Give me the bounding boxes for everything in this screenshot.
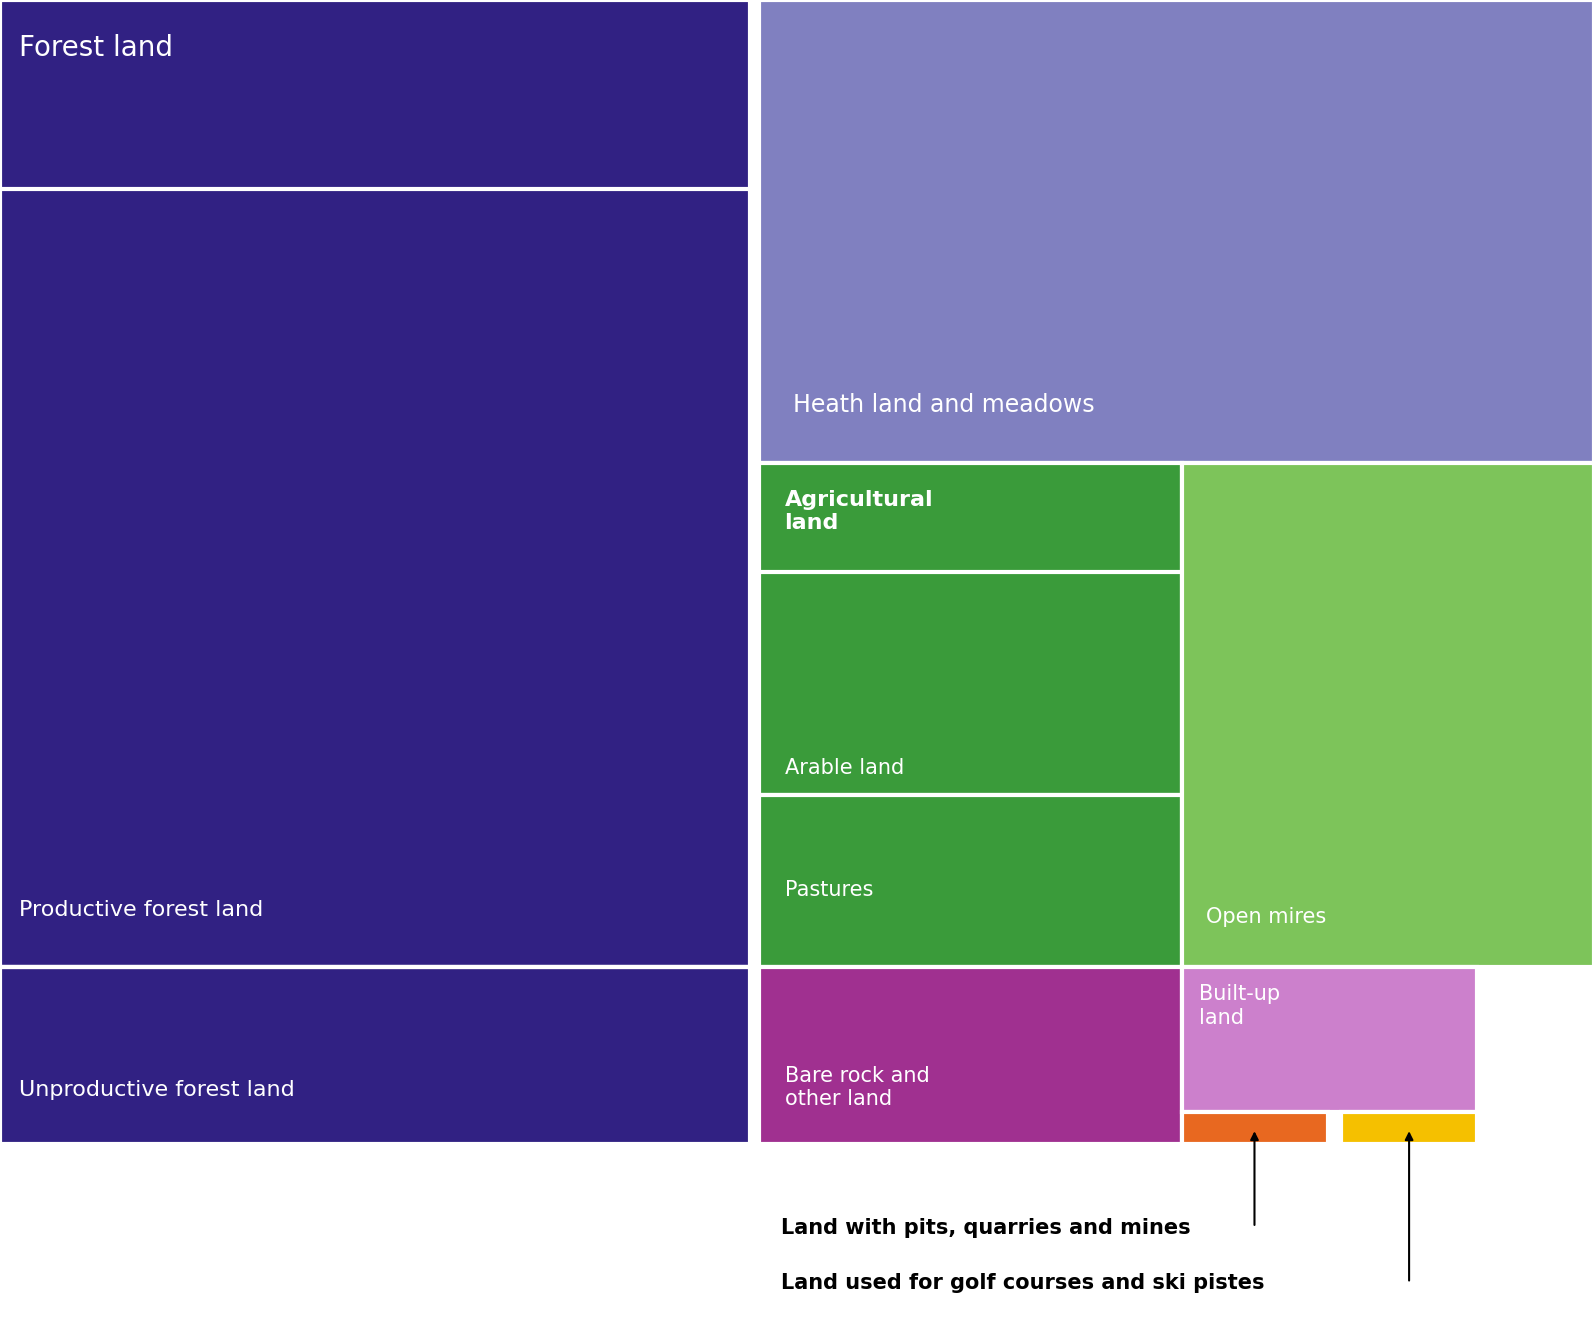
Bar <box>759 795 1181 967</box>
Bar <box>0 967 749 1144</box>
Bar <box>1341 1113 1476 1144</box>
Text: Land used for golf courses and ski pistes: Land used for golf courses and ski piste… <box>781 1273 1264 1294</box>
Text: Bare rock and
other land: Bare rock and other land <box>784 1066 929 1109</box>
Bar <box>759 967 1181 1144</box>
Bar <box>0 189 749 967</box>
Text: Productive forest land: Productive forest land <box>19 901 263 921</box>
Text: Arable land: Arable land <box>784 758 904 778</box>
Bar <box>0 0 749 967</box>
Text: Built-up
land: Built-up land <box>1199 984 1280 1028</box>
Bar <box>759 572 1181 795</box>
Bar <box>759 0 1594 463</box>
Text: Unproductive forest land: Unproductive forest land <box>19 1080 295 1099</box>
Bar <box>1181 1113 1328 1144</box>
Bar <box>759 463 1181 795</box>
Text: Open mires: Open mires <box>1207 906 1326 926</box>
Text: Agricultural
land: Agricultural land <box>784 490 932 533</box>
Text: Pastures: Pastures <box>784 880 874 900</box>
Text: Forest land: Forest land <box>19 34 172 62</box>
Bar <box>1181 967 1476 1113</box>
Bar <box>1181 463 1594 967</box>
Text: Heath land and meadows: Heath land and meadows <box>792 393 1093 417</box>
Text: Land with pits, quarries and mines: Land with pits, quarries and mines <box>781 1217 1191 1238</box>
